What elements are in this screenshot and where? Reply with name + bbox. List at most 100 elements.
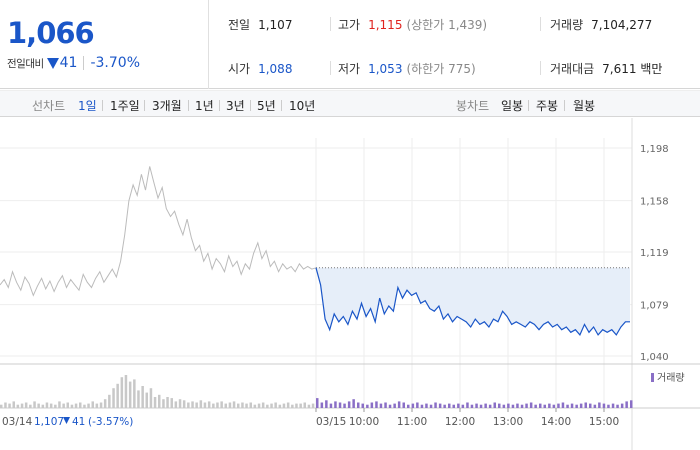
today-volume-bar bbox=[397, 401, 401, 408]
today-volume-bar bbox=[334, 401, 337, 408]
change-label: 전일대비 bbox=[7, 57, 44, 70]
prev-volume-bar bbox=[278, 404, 282, 408]
prev-volume-bar bbox=[70, 404, 74, 408]
divider bbox=[564, 100, 565, 111]
today-volume-bar bbox=[566, 404, 569, 408]
today-volume-bar bbox=[488, 404, 492, 408]
today-volume-bar bbox=[443, 404, 446, 408]
today-volume-bar bbox=[584, 402, 587, 408]
chart-toolbar: 선차트 1일 1주일 3개월 1년 3년 5년 10년 봉차트 일봉 주봉 월봉 bbox=[0, 90, 700, 117]
prev-volume-bar bbox=[24, 402, 28, 408]
weekly-candle-button[interactable]: 주봉 bbox=[536, 99, 559, 113]
prev-volume-bar bbox=[203, 402, 207, 408]
prev-volume-bar bbox=[74, 403, 78, 408]
daily-candle-button[interactable]: 일봉 bbox=[501, 99, 524, 113]
prev-volume-bar bbox=[199, 400, 203, 408]
x-tick-label: 12:00 bbox=[445, 416, 475, 428]
today-volume-bar bbox=[607, 404, 610, 408]
prev-volume-bar bbox=[112, 388, 115, 408]
prev-day-change: 41 bbox=[72, 416, 85, 428]
x-tick-label: 10:00 bbox=[349, 416, 379, 428]
today-volume-bar bbox=[366, 404, 369, 408]
prev-volume-bar bbox=[245, 403, 248, 408]
prev-volume-bar bbox=[174, 401, 178, 408]
prev-volume-bar bbox=[37, 403, 40, 408]
period-10y-button[interactable]: 10년 bbox=[289, 99, 316, 113]
today-volume-bar bbox=[343, 403, 346, 408]
prev-volume-bar bbox=[207, 401, 211, 408]
divider bbox=[83, 56, 85, 70]
volume-label: 거래량 bbox=[550, 18, 584, 32]
x-tick-label: 15:00 bbox=[589, 416, 619, 428]
quote-header: 1,066 전일대비 41 -3.70% 전일 1,107 고가 1,115 (… bbox=[0, 0, 700, 89]
period-5y-button[interactable]: 5년 bbox=[257, 99, 276, 113]
prev-volume-bar bbox=[16, 404, 20, 408]
today-volume-bar bbox=[379, 403, 383, 408]
prev-volume-bar bbox=[133, 379, 136, 408]
low-price: 저가 1,053 (하한가 775) bbox=[338, 60, 476, 77]
prev-volume-bar bbox=[307, 404, 311, 408]
open-label: 시가 bbox=[228, 62, 251, 76]
change-percent: -3.70% bbox=[90, 55, 140, 71]
today-volume-bar bbox=[511, 404, 515, 408]
today-volume-bar bbox=[457, 403, 460, 408]
volume-legend-swatch bbox=[651, 373, 654, 382]
prev-volume-bar bbox=[41, 404, 45, 408]
today-volume-bar bbox=[507, 403, 510, 408]
open-value: 1,088 bbox=[258, 62, 293, 76]
prev-volume-bar bbox=[145, 392, 148, 408]
prev-volume-bar bbox=[295, 403, 298, 408]
today-volume-bar bbox=[352, 399, 355, 408]
divider bbox=[540, 17, 541, 31]
high-label: 고가 bbox=[338, 18, 361, 32]
prev-volume-bar bbox=[83, 404, 86, 408]
today-volume-bar bbox=[516, 403, 519, 408]
prev-volume-bar bbox=[116, 383, 119, 408]
volume-legend: 거래량 bbox=[657, 372, 685, 384]
prev-volume-bar bbox=[195, 402, 198, 408]
prev-volume-bar bbox=[170, 398, 173, 408]
divider bbox=[528, 100, 529, 111]
today-volume-bar bbox=[579, 403, 583, 408]
price-chart: 1,198 1,158 1,119 1,079 1,040 03/15 10:00 11:0… bbox=[0, 118, 700, 450]
divider bbox=[219, 100, 220, 111]
prev-volume-bar bbox=[270, 403, 273, 408]
volume: 거래량 7,104,277 bbox=[550, 16, 652, 33]
trade-value-label: 거래대금 bbox=[550, 62, 595, 76]
prev-volume-bar bbox=[191, 401, 194, 408]
period-1y-button[interactable]: 1년 bbox=[195, 99, 214, 113]
period-3m-button[interactable]: 3개월 bbox=[152, 99, 182, 113]
prev-volume-bar bbox=[220, 401, 223, 408]
today-volume-bar bbox=[529, 402, 533, 408]
x-tick-label: 03/15 bbox=[316, 416, 346, 428]
today-volume-bar bbox=[598, 402, 601, 408]
prev-day-change-pct: (-3.57%) bbox=[88, 416, 133, 428]
prev-close: 전일 1,107 bbox=[228, 16, 292, 33]
period-3y-button[interactable]: 3년 bbox=[226, 99, 245, 113]
today-volume-bar bbox=[611, 403, 615, 408]
prev-volume-bar bbox=[103, 399, 107, 408]
prev-volume-bar bbox=[45, 402, 49, 408]
today-volume-bar bbox=[361, 403, 364, 408]
today-volume-bar bbox=[438, 403, 442, 408]
today-price-line bbox=[315, 267, 630, 337]
current-price: 1,066 bbox=[7, 16, 95, 50]
divider bbox=[102, 100, 103, 111]
today-volume-bar bbox=[543, 404, 546, 408]
divider bbox=[330, 17, 331, 31]
y-tick-label: 1,158 bbox=[640, 197, 669, 208]
quote-info: 전일 1,107 고가 1,115 (상한가 1,439) 거래량 7,104,… bbox=[210, 0, 700, 89]
divider bbox=[281, 100, 282, 111]
today-volume-bar bbox=[402, 402, 405, 408]
down-triangle-icon bbox=[63, 417, 70, 424]
period-1d-button[interactable]: 1일 bbox=[78, 99, 97, 113]
monthly-candle-button[interactable]: 월봉 bbox=[573, 99, 596, 113]
prev-volume-bar bbox=[187, 402, 190, 408]
today-volume-bar bbox=[561, 402, 565, 408]
prev-volume-bar bbox=[291, 404, 294, 408]
upper-limit-note: (상한가 1,439) bbox=[406, 18, 488, 32]
period-1w-button[interactable]: 1주일 bbox=[110, 99, 140, 113]
today-volume-bar bbox=[479, 404, 483, 408]
prev-volume-bar bbox=[311, 403, 315, 408]
today-volume-bar bbox=[470, 404, 474, 408]
